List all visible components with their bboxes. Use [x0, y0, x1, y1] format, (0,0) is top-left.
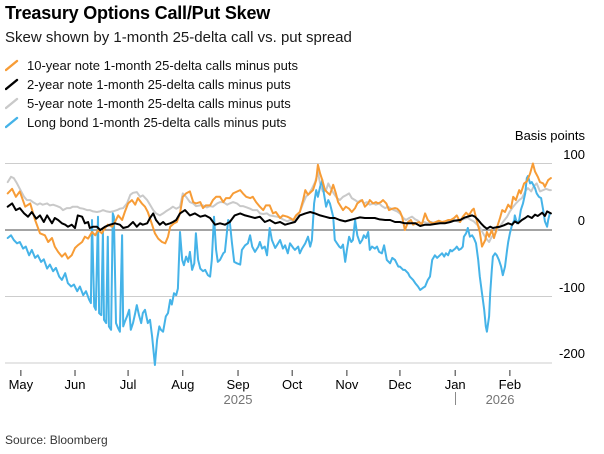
legend-item-10-year: 10-year note 1-month 25-delta calls minu… — [5, 56, 298, 75]
y-axis-label: -200 — [558, 346, 585, 361]
y-axis-title: Basis points — [514, 128, 585, 143]
legend-item-long-bond: Long bond 1-month 25-delta calls minus p… — [5, 113, 298, 132]
y-axis-label: 100 — [563, 146, 585, 162]
page-title: Treasury Options Call/Put Skew — [5, 3, 271, 23]
x-axis-label: Feb — [498, 377, 522, 392]
year-label: 2026 — [485, 392, 515, 407]
x-axis-label: Nov — [335, 377, 359, 392]
x-axis-label: Sep — [226, 377, 250, 392]
legend-label: 2-year note 1-month 25-delta calls minus… — [27, 77, 291, 92]
year-label: 2025 — [223, 392, 253, 407]
x-axis-label: Dec — [388, 377, 412, 392]
series-line-10-year — [6, 162, 552, 260]
series-line-long — [6, 175, 551, 366]
legend-label: 10-year note 1-month 25-delta calls minu… — [27, 58, 298, 73]
line-swatch-icon — [5, 59, 19, 72]
legend-label: 5-year note 1-month 25-delta calls minus… — [27, 96, 291, 111]
x-axis-label: Jul — [119, 377, 137, 392]
line-swatch-icon — [5, 78, 19, 91]
chart-subtitle: Skew shown by 1-month 25-delta call vs. … — [5, 29, 352, 46]
legend: 10-year note 1-month 25-delta calls minu… — [5, 56, 298, 132]
legend-item-5-year: 5-year note 1-month 25-delta calls minus… — [5, 94, 298, 113]
year-divider — [455, 392, 457, 405]
chart-canvas — [5, 162, 552, 376]
x-axis-label: Jun — [64, 377, 86, 392]
line-swatch-icon — [5, 116, 19, 129]
x-axis-label: May — [8, 377, 34, 392]
x-axis-label: Jan — [444, 377, 466, 392]
x-axis-label: Aug — [171, 377, 195, 392]
source-note: Source: Bloomberg — [5, 433, 108, 447]
series-line-2-year — [6, 202, 552, 231]
y-axis-label: 0 — [577, 213, 585, 228]
y-axis-label: -100 — [558, 279, 585, 295]
legend-item-2-year: 2-year note 1-month 25-delta calls minus… — [5, 75, 298, 94]
line-swatch-icon — [5, 97, 19, 110]
x-axis-label: Oct — [282, 377, 303, 392]
legend-label: Long bond 1-month 25-delta calls minus p… — [27, 115, 287, 130]
